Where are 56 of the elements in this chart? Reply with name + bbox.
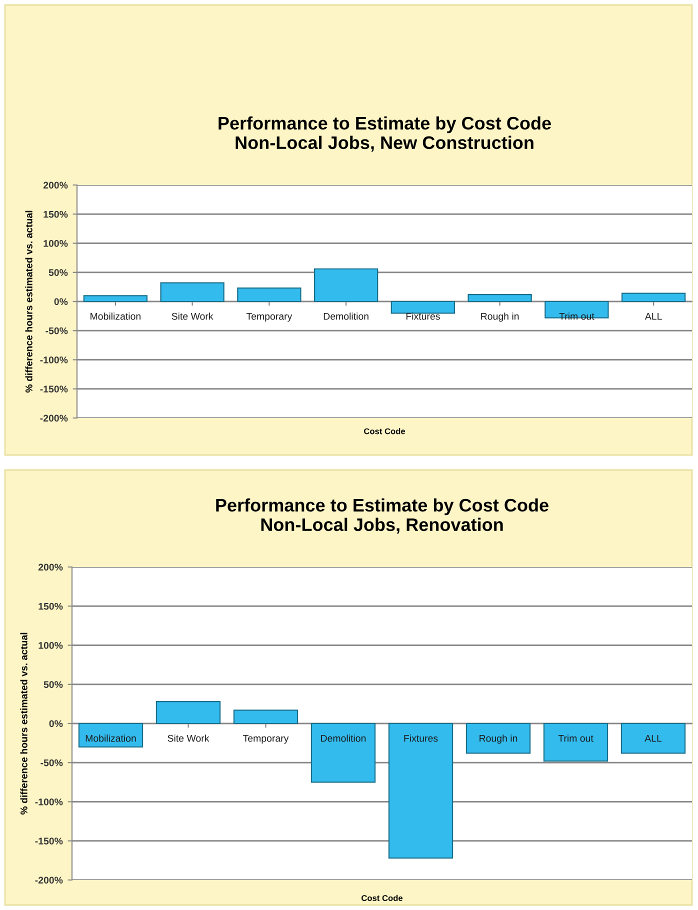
bar <box>156 701 221 724</box>
bar <box>233 710 298 724</box>
x-tick-label: Site Work <box>172 312 214 320</box>
y-tick-label: 50% <box>48 269 68 276</box>
bar <box>160 282 224 302</box>
bar <box>468 294 532 302</box>
y-tick-label: 200% <box>43 182 68 189</box>
x-tick-label: ALL <box>644 312 662 320</box>
y-tick-label: -200% <box>40 414 68 422</box>
bar <box>388 722 454 859</box>
x-tick-label: Fixtures <box>404 734 438 742</box>
y-tick-label: -50% <box>46 327 68 334</box>
y-tick-label: 150% <box>44 210 68 218</box>
x-tick-label: Demolition <box>321 734 366 742</box>
x-tick-label: Temporary <box>246 312 292 322</box>
x-tick-label: Mobilization <box>90 312 140 320</box>
x-tick-label: Site Work <box>168 734 210 742</box>
x-tick-label: Rough in <box>481 312 519 322</box>
x-tick-label: Rough in <box>480 734 518 744</box>
x-tick-label: Mobilization <box>86 734 136 742</box>
y-tick-label: -150% <box>40 386 68 392</box>
x-tick-label: Trim out <box>559 312 594 320</box>
y-axis-title: % difference hours estimated vs. actual <box>25 210 32 393</box>
y-axis-title: % difference hours estimated vs. actual <box>20 632 28 815</box>
bar <box>78 722 144 748</box>
chart-title: Performance to Estimate by Cost Code Non-Local Jobs, New Construction <box>218 116 551 152</box>
y-tick-label: 200% <box>38 564 63 571</box>
chart-title: Performance to Estimate by Cost Code Non-Local Jobs, Renovation <box>216 498 548 534</box>
bar <box>543 722 608 762</box>
bar <box>466 722 531 754</box>
y-tick-label: -200% <box>35 876 63 884</box>
x-tick-label: Temporary <box>243 734 289 744</box>
bar <box>237 288 302 302</box>
bar <box>390 300 456 314</box>
bar <box>314 268 378 302</box>
x-axis-title: Cost Code <box>364 428 406 434</box>
bar <box>83 295 148 302</box>
y-tick-label: -50% <box>40 759 63 766</box>
bar <box>544 300 609 318</box>
y-tick-label: 0% <box>54 298 68 306</box>
bar <box>620 722 686 754</box>
y-tick-label: 0% <box>49 720 63 728</box>
x-tick-label: ALL <box>644 734 662 742</box>
y-tick-label: 50% <box>44 681 63 688</box>
x-tick-label: Fixtures <box>406 312 440 320</box>
y-tick-label: 100% <box>38 642 63 649</box>
y-tick-label: 150% <box>38 602 63 610</box>
x-axis-title: Cost Code <box>362 894 403 902</box>
y-tick-label: 100% <box>44 240 68 247</box>
bar <box>310 722 376 783</box>
x-tick-label: Trim out <box>558 734 594 742</box>
bar <box>621 292 686 302</box>
y-tick-label: -150% <box>35 838 63 844</box>
y-tick-label: -100% <box>35 798 63 806</box>
x-tick-label: Demolition <box>324 312 368 320</box>
y-tick-label: -100% <box>40 356 68 364</box>
